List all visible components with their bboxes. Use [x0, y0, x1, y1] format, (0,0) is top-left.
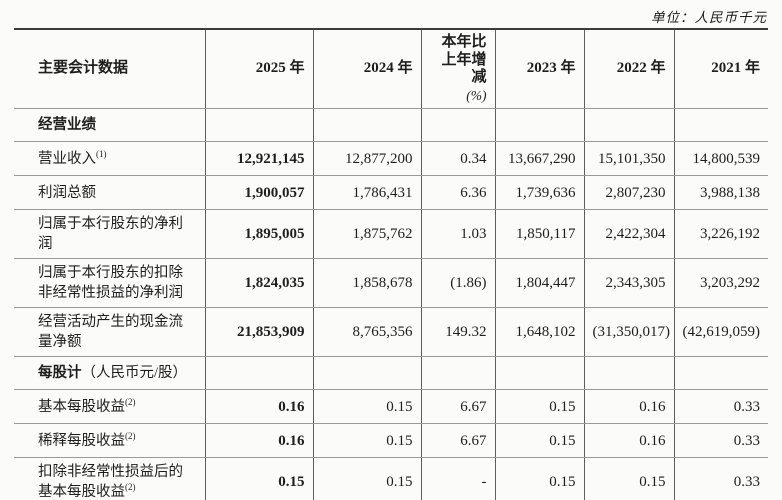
row-label: 扣除非经常性损益后的基本每股收益(2)	[14, 457, 205, 500]
column-header: 2023 年	[494, 29, 584, 109]
section-label: 经营业绩	[14, 108, 205, 142]
footnote-marker: (2)	[125, 430, 136, 441]
cell-2024: 1,786,431	[312, 175, 421, 210]
row-label: 利润总额	[14, 175, 205, 210]
empty-cell	[583, 108, 674, 142]
cell-2024: 0.15	[312, 423, 421, 458]
empty-cell	[583, 356, 674, 390]
table-row: 扣除非经常性损益后的基本每股收益(2) 0.15 0.15-0.15 0.15 0.33	[14, 457, 768, 500]
row-label: 稀释每股收益(2)	[14, 423, 205, 458]
cell-2022: 2,343,305	[583, 258, 674, 308]
cell-2025: 0.15	[204, 457, 313, 500]
cell-2022: 0.16	[583, 389, 674, 424]
cell-2023: 1,850,117	[494, 209, 584, 259]
empty-cell	[204, 356, 313, 390]
cell-2024: 12,877,200	[312, 141, 421, 176]
cell-change: 1.03	[420, 209, 495, 259]
cell-2023: 13,667,290	[494, 141, 584, 176]
header-main-label: 主要会计数据	[14, 29, 205, 109]
cell-2024: 1,875,762	[312, 209, 421, 259]
empty-cell	[494, 356, 584, 390]
empty-cell	[494, 108, 584, 142]
cell-change: (1.86)	[420, 258, 495, 308]
row-label: 营业收入(1)	[14, 141, 205, 176]
cell-2025: 12,921,145	[204, 141, 313, 176]
header-row: 主要会计数据 2025 年 2024 年本年比 上年增减 (%) 2023 年 2022 年…	[14, 29, 768, 109]
cell-2023: 0.15	[494, 389, 584, 424]
empty-cell	[204, 108, 313, 142]
cell-change: -	[420, 457, 495, 500]
cell-change: 6.36	[420, 175, 495, 210]
row-label: 归属于本行股东的净利润	[14, 209, 205, 259]
table-row: 经营活动产生的现金流量净额 21,853,909 8,765,356 149.32 1,…	[14, 307, 768, 357]
footnote-marker: (2)	[125, 396, 136, 407]
section-label: 每股计（人民币元/股）	[14, 356, 205, 390]
row-label: 归属于本行股东的扣除非经常性损益的净利润	[14, 258, 205, 308]
table-body: 经营业绩 营业收入(1) 12,921,145 12,877,200 0.34 13,66…	[14, 108, 768, 500]
cell-2022: 0.15	[583, 457, 674, 500]
cell-2025: 1,900,057	[204, 175, 313, 210]
cell-2022: 15,101,350	[583, 141, 674, 176]
table-row: 稀释每股收益(2) 0.16 0.15 6.67 0.15 0.16 0.33	[14, 423, 768, 458]
row-label: 基本每股收益(2)	[14, 389, 205, 424]
cell-2025: 0.16	[204, 423, 313, 458]
cell-2023: 1,739,636	[494, 175, 584, 210]
cell-2021: 3,988,138	[673, 175, 768, 210]
cell-2021: 0.33	[673, 423, 768, 458]
empty-cell	[673, 108, 768, 142]
unit-note: 单位：人民币千元	[651, 10, 767, 25]
table-row: 归属于本行股东的净利润 1,895,005 1,875,762 1.03 1,850,1…	[14, 209, 768, 259]
cell-2025: 1,895,005	[204, 209, 313, 259]
empty-cell	[312, 356, 421, 390]
cell-2025: 0.16	[204, 389, 313, 424]
cell-2024: 8,765,356	[312, 307, 421, 357]
cell-2022: 2,422,304	[583, 209, 674, 259]
cell-2025: 1,824,035	[204, 258, 313, 308]
cell-2023: 1,804,447	[494, 258, 584, 308]
table-row: 基本每股收益(2) 0.16 0.15 6.67 0.15 0.16 0.33	[14, 389, 768, 424]
column-header: 2024 年	[312, 29, 421, 109]
cell-2023: 1,648,102	[494, 307, 584, 357]
empty-cell	[673, 356, 768, 390]
row-label: 经营活动产生的现金流量净额	[14, 307, 205, 357]
cell-change: 6.67	[420, 423, 495, 458]
key-accounting-data-table: 主要会计数据 2025 年 2024 年本年比 上年增减 (%) 2023 年 2022 年…	[14, 28, 768, 500]
cell-2022: 2,807,230	[583, 175, 674, 210]
cell-2022: (31,350,017)	[583, 307, 674, 357]
column-header: 2025 年	[204, 29, 313, 109]
table-row: 归属于本行股东的扣除非经常性损益的净利润 1,824,035 1,858,678 (1…	[14, 258, 768, 308]
cell-2023: 0.15	[494, 423, 584, 458]
cell-2021: (42,619,059)	[673, 307, 768, 357]
cell-change: 6.67	[420, 389, 495, 424]
cell-2021: 3,203,292	[673, 258, 768, 308]
table-row: 营业收入(1) 12,921,145 12,877,200 0.34 13,667,29…	[14, 141, 768, 176]
cell-2025: 21,853,909	[204, 307, 313, 357]
table-header: 主要会计数据 2025 年 2024 年本年比 上年增减 (%) 2023 年 2022 年…	[14, 29, 768, 109]
column-header: 2021 年	[673, 29, 768, 109]
footnote-marker: (1)	[96, 148, 107, 159]
cell-2023: 0.15	[494, 457, 584, 500]
cell-2021: 0.33	[673, 389, 768, 424]
column-header: 2022 年	[583, 29, 674, 109]
footnote-marker: (2)	[125, 482, 136, 493]
empty-cell	[420, 356, 495, 390]
empty-cell	[420, 108, 495, 142]
cell-2022: 0.16	[583, 423, 674, 458]
column-header: 本年比 上年增减 (%)	[420, 29, 495, 109]
percent-unit-label: (%)	[466, 87, 487, 103]
section-row: 每股计（人民币元/股）	[14, 356, 768, 390]
cell-2021: 0.33	[673, 457, 768, 500]
cell-2021: 14,800,539	[673, 141, 768, 176]
cell-2024: 1,858,678	[312, 258, 421, 308]
cell-2024: 0.15	[312, 457, 421, 500]
cell-change: 0.34	[420, 141, 495, 176]
cell-2024: 0.15	[312, 389, 421, 424]
empty-cell	[312, 108, 421, 142]
cell-change: 149.32	[420, 307, 495, 357]
section-row: 经营业绩	[14, 108, 768, 142]
cell-2021: 3,226,192	[673, 209, 768, 259]
table-row: 利润总额 1,900,057 1,786,431 6.36 1,739,636 2,807…	[14, 175, 768, 210]
